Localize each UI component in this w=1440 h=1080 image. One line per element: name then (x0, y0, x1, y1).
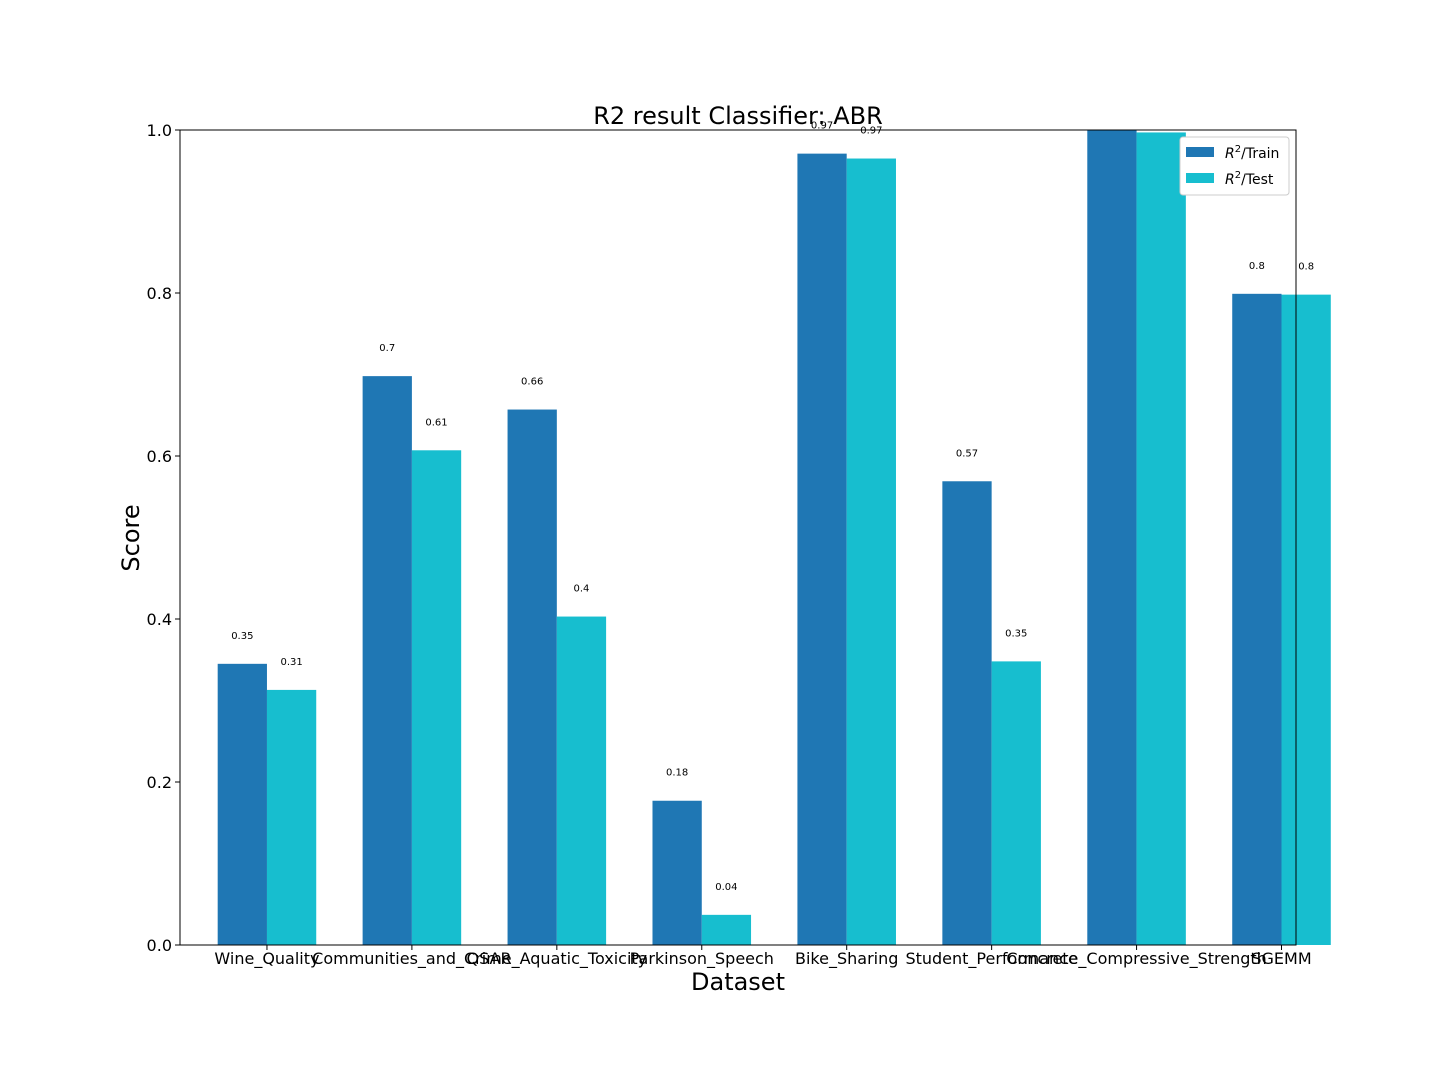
y-axis: 0.0 0.2 0.4 0.6 0.8 1.0 (147, 121, 180, 955)
x-tick-label: Wine_Quality (214, 949, 319, 969)
bar-test-6 (1136, 132, 1186, 945)
y-tick-label: 0.6 (147, 447, 172, 466)
data-label-test-7: 0.8 (1298, 262, 1314, 273)
bar-test-7 (1281, 294, 1331, 945)
bar-test-4 (846, 158, 896, 945)
legend: R2/Train R2/Test (1179, 136, 1290, 196)
x-tick-label: SGEMM (1251, 949, 1311, 968)
data-label-train-2: 0.66 (521, 377, 543, 388)
plot-frame (179, 129, 1297, 946)
data-label-test-1: 0.61 (425, 417, 447, 428)
bar-test-2 (556, 616, 607, 945)
legend-label-test: R2/Test (1225, 170, 1274, 188)
legend-label-train: R2/Train (1225, 144, 1279, 162)
data-label-test-3: 0.04 (715, 882, 737, 893)
x-tick-label: Communities_and_Crime (312, 949, 511, 969)
bar-train-1 (362, 376, 412, 945)
x-tick-label: Concrete_Compressive_Strength (1006, 949, 1267, 969)
bar-train-5 (942, 481, 992, 945)
chart-title: R2 result Classifier: ABR (593, 102, 883, 130)
x-tick-label: QSAR_Aquatic_Toxicity (467, 949, 648, 969)
bar-test-1 (411, 450, 462, 945)
data-label-test-4: 0.97 (860, 126, 882, 137)
data-label-train-5: 0.57 (956, 448, 978, 459)
bar-train-7 (1232, 293, 1282, 945)
data-label-train-1: 0.7 (379, 343, 395, 354)
legend-swatch-test (1186, 173, 1214, 183)
bar-train-2 (507, 409, 557, 945)
data-label-test-5: 0.35 (1005, 628, 1027, 639)
x-tick-label: Parkinson_Speech (630, 949, 774, 969)
y-tick-label: 0.0 (147, 936, 172, 955)
data-label-train-0: 0.35 (231, 631, 253, 642)
data-label-train-7: 0.8 (1249, 261, 1265, 272)
data-label-train-3: 0.18 (666, 768, 688, 779)
x-tick-label: Bike_Sharing (795, 949, 898, 969)
bar-train-4 (797, 153, 847, 945)
bars-group: 0.35 0.7 0.66 0.18 0.97 0.57 0.8 0.31 0.61 0.4 0.0… (217, 121, 1331, 945)
bar-test-3 (701, 914, 752, 945)
y-axis-label: Score (117, 504, 145, 571)
bar-train-3 (652, 800, 702, 945)
y-tick-label: 0.8 (147, 284, 172, 303)
data-label-test-0: 0.31 (280, 657, 302, 668)
data-label-test-2: 0.4 (574, 584, 590, 595)
x-axis-label: Dataset (691, 968, 785, 996)
legend-swatch-train (1186, 147, 1214, 157)
bar-train-6 (1087, 130, 1137, 945)
bar-test-0 (266, 689, 317, 945)
y-tick-label: 1.0 (147, 121, 172, 140)
x-tick-label: Student_Performance (905, 949, 1077, 969)
y-tick-label: 0.2 (147, 773, 172, 792)
bar-test-5 (991, 661, 1041, 945)
bar-train-0 (217, 663, 267, 945)
x-axis: Wine_QualityCommunities_and_CrimeQSAR_Aq… (214, 945, 1312, 969)
y-tick-label: 0.4 (147, 610, 172, 629)
data-label-train-4: 0.97 (811, 121, 833, 132)
